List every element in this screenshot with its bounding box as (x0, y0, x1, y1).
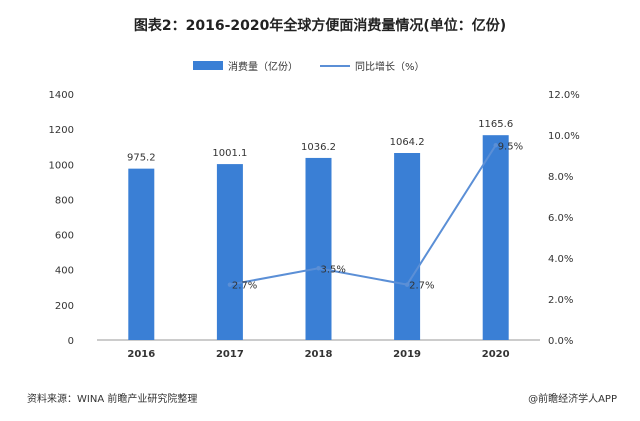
legend-line-label: 同比增长（%） (355, 60, 425, 73)
legend-bar-label: 消费量（亿份） (228, 60, 298, 73)
right-axis-tick-label: 4.0% (548, 254, 573, 265)
chart-title: 图表2：2016-2020年全球方便面消费量情况(单位：亿份) (134, 17, 506, 34)
bar-value-label: 1036.2 (301, 142, 336, 153)
bar-series: 975.2 1001.1 1036.2 1064.2 1165.6 (127, 119, 513, 340)
x-axis-tick-label: 2020 (482, 349, 510, 360)
left-axis: 0 200 400 600 800 1000 1200 1400 (49, 90, 74, 347)
bar (482, 135, 509, 340)
x-axis-tick-label: 2017 (216, 349, 244, 360)
left-axis-tick-label: 200 (55, 301, 74, 312)
bar (216, 164, 243, 340)
x-axis: 2016 2017 2018 2019 2020 (127, 349, 509, 360)
left-axis-tick-label: 400 (55, 266, 74, 277)
left-axis-tick-label: 600 (55, 231, 74, 242)
legend: 消费量（亿份） 同比增长（%） (193, 60, 425, 73)
bar-value-label: 1064.2 (390, 137, 425, 148)
bar-value-label: 1165.6 (478, 119, 513, 130)
line-series: 2.7% 3.5% 2.7% 9.5% (227, 141, 523, 292)
growth-point (493, 143, 498, 148)
right-axis: 0.0% 2.0% 4.0% 6.0% 8.0% 10.0% 12.0% (548, 90, 580, 347)
brand-note: @前瞻经济学人APP (528, 392, 617, 405)
growth-value-label: 9.5% (498, 141, 523, 152)
source-note: 资料来源：WINA 前瞻产业研究院整理 (27, 392, 197, 405)
right-axis-tick-label: 12.0% (548, 90, 580, 101)
growth-value-label: 2.7% (409, 281, 434, 292)
left-axis-tick-label: 800 (55, 195, 74, 206)
left-axis-tick-label: 1400 (49, 90, 74, 101)
x-axis-tick-label: 2016 (127, 349, 155, 360)
right-axis-tick-label: 10.0% (548, 131, 580, 142)
bar (305, 157, 332, 340)
growth-value-label: 3.5% (321, 264, 346, 275)
growth-point (316, 266, 321, 271)
right-axis-tick-label: 0.0% (548, 336, 573, 347)
right-axis-tick-label: 8.0% (548, 172, 573, 183)
left-axis-tick-label: 1000 (49, 160, 74, 171)
legend-bar-swatch (193, 61, 223, 70)
right-axis-tick-label: 2.0% (548, 295, 573, 306)
growth-line (229, 144, 497, 286)
bar-value-label: 1001.1 (212, 148, 247, 159)
bar-value-label: 975.2 (127, 153, 156, 164)
growth-point (404, 282, 410, 287)
growth-point (227, 282, 233, 287)
x-axis-tick-label: 2019 (393, 349, 421, 360)
left-axis-tick-label: 0 (68, 336, 74, 347)
right-axis-tick-label: 6.0% (548, 213, 573, 224)
growth-value-label: 2.7% (232, 281, 257, 292)
left-axis-tick-label: 1200 (49, 125, 74, 136)
x-axis-tick-label: 2018 (305, 349, 333, 360)
bar (128, 168, 155, 340)
bar (394, 153, 421, 340)
